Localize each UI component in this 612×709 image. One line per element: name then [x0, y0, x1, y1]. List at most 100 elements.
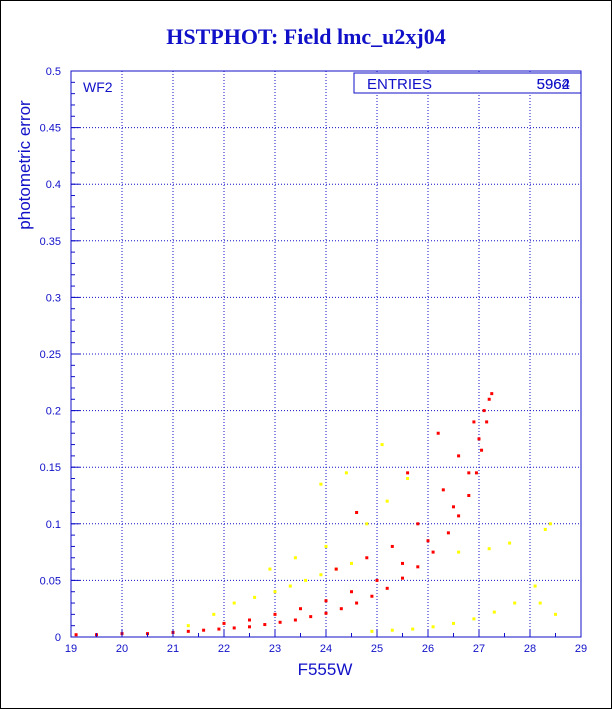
data-point: [212, 612, 216, 616]
data-point: [186, 629, 190, 633]
y-tick-label: 0.4: [46, 179, 61, 191]
data-point: [401, 576, 404, 580]
data-point: [431, 625, 435, 629]
x-tick-label: 29: [575, 643, 587, 655]
y-tick-label: 0.1: [46, 519, 61, 531]
data-point: [375, 578, 379, 582]
data-point: [355, 510, 359, 514]
data-point: [480, 448, 484, 452]
data-point: [350, 590, 353, 594]
x-tick-label: 19: [65, 643, 77, 655]
data-point: [487, 397, 491, 401]
data-point: [401, 561, 404, 565]
data-point: [452, 621, 455, 625]
data-point: [492, 610, 496, 614]
data-point: [263, 623, 267, 627]
data-point: [293, 556, 297, 560]
data-point: [411, 627, 415, 631]
data-point: [319, 482, 323, 486]
data-point: [324, 611, 328, 615]
data-point: [554, 612, 557, 616]
data-point: [299, 607, 302, 611]
data-point: [385, 499, 389, 503]
stats-box: ENTRIES 5962 5964: [353, 72, 582, 94]
data-point: [319, 573, 323, 577]
data-point: [268, 567, 272, 571]
data-point: [324, 599, 328, 603]
data-point: [217, 627, 221, 631]
data-point: [232, 601, 236, 605]
x-tick-label: 28: [524, 643, 536, 655]
data-point: [543, 527, 547, 531]
x-tick-label: 21: [167, 643, 179, 655]
data-point: [457, 454, 461, 458]
data-point: [324, 544, 328, 548]
data-point: [406, 471, 410, 475]
data-point: [477, 437, 481, 441]
data-point: [513, 601, 517, 605]
y-tick-label: 0.45: [40, 123, 61, 135]
data-point: [467, 494, 471, 497]
x-tick-label: 20: [116, 643, 128, 655]
data-point: [538, 601, 542, 605]
data-point: [406, 477, 410, 481]
data-point: [288, 584, 292, 588]
data-point: [416, 522, 420, 526]
panel-label: WF2: [83, 79, 113, 95]
data-point: [436, 431, 440, 435]
data-point: [474, 471, 478, 475]
y-tick-label: 0.25: [40, 349, 61, 361]
stats-entries-value-2: 5964: [537, 76, 570, 93]
data-point: [452, 505, 455, 509]
data-point: [334, 567, 338, 571]
data-point: [186, 624, 190, 628]
data-point: [457, 514, 461, 518]
data-point: [365, 522, 369, 526]
data-point: [416, 565, 420, 569]
x-tick-label: 26: [422, 643, 434, 655]
grid-lines: [71, 71, 581, 637]
y-tick-label: 0.15: [40, 462, 61, 474]
y-tick-label: 0.2: [46, 406, 61, 418]
x-tick-label: 24: [320, 643, 332, 655]
data-point: [467, 471, 471, 475]
data-points: [74, 392, 557, 637]
data-point: [273, 612, 277, 616]
data-point: [273, 590, 277, 594]
data-point: [309, 615, 313, 619]
data-point: [490, 392, 494, 396]
x-tick-label: 27: [473, 643, 485, 655]
y-tick-label: 0.05: [40, 575, 61, 587]
data-point: [339, 607, 343, 611]
data-point: [253, 595, 257, 599]
stats-box-border: [353, 72, 582, 94]
data-point: [441, 488, 445, 492]
data-point: [355, 601, 359, 605]
data-point: [482, 409, 486, 413]
y-tick-label: 0.5: [46, 66, 61, 78]
data-point: [74, 633, 78, 637]
data-point: [222, 621, 226, 625]
data-point: [508, 541, 512, 545]
data-point: [431, 550, 435, 554]
data-point: [370, 629, 374, 633]
data-point: [472, 420, 476, 424]
data-point: [426, 539, 430, 543]
data-point: [202, 628, 206, 632]
y-axis-label: photometric error: [15, 100, 34, 230]
y-tick-label: 0: [55, 632, 61, 644]
data-point: [485, 420, 489, 424]
x-axis-label: F555W: [298, 660, 353, 679]
data-point: [293, 618, 297, 622]
data-point: [350, 561, 353, 565]
data-point: [390, 628, 394, 632]
stats-entries-label: ENTRIES: [367, 76, 432, 93]
data-point: [248, 625, 251, 629]
data-point: [457, 550, 461, 554]
data-point: [365, 556, 369, 560]
data-point: [533, 584, 537, 588]
data-point: [472, 617, 476, 621]
data-point: [548, 522, 552, 526]
y-tick-label: 0.35: [40, 236, 61, 248]
